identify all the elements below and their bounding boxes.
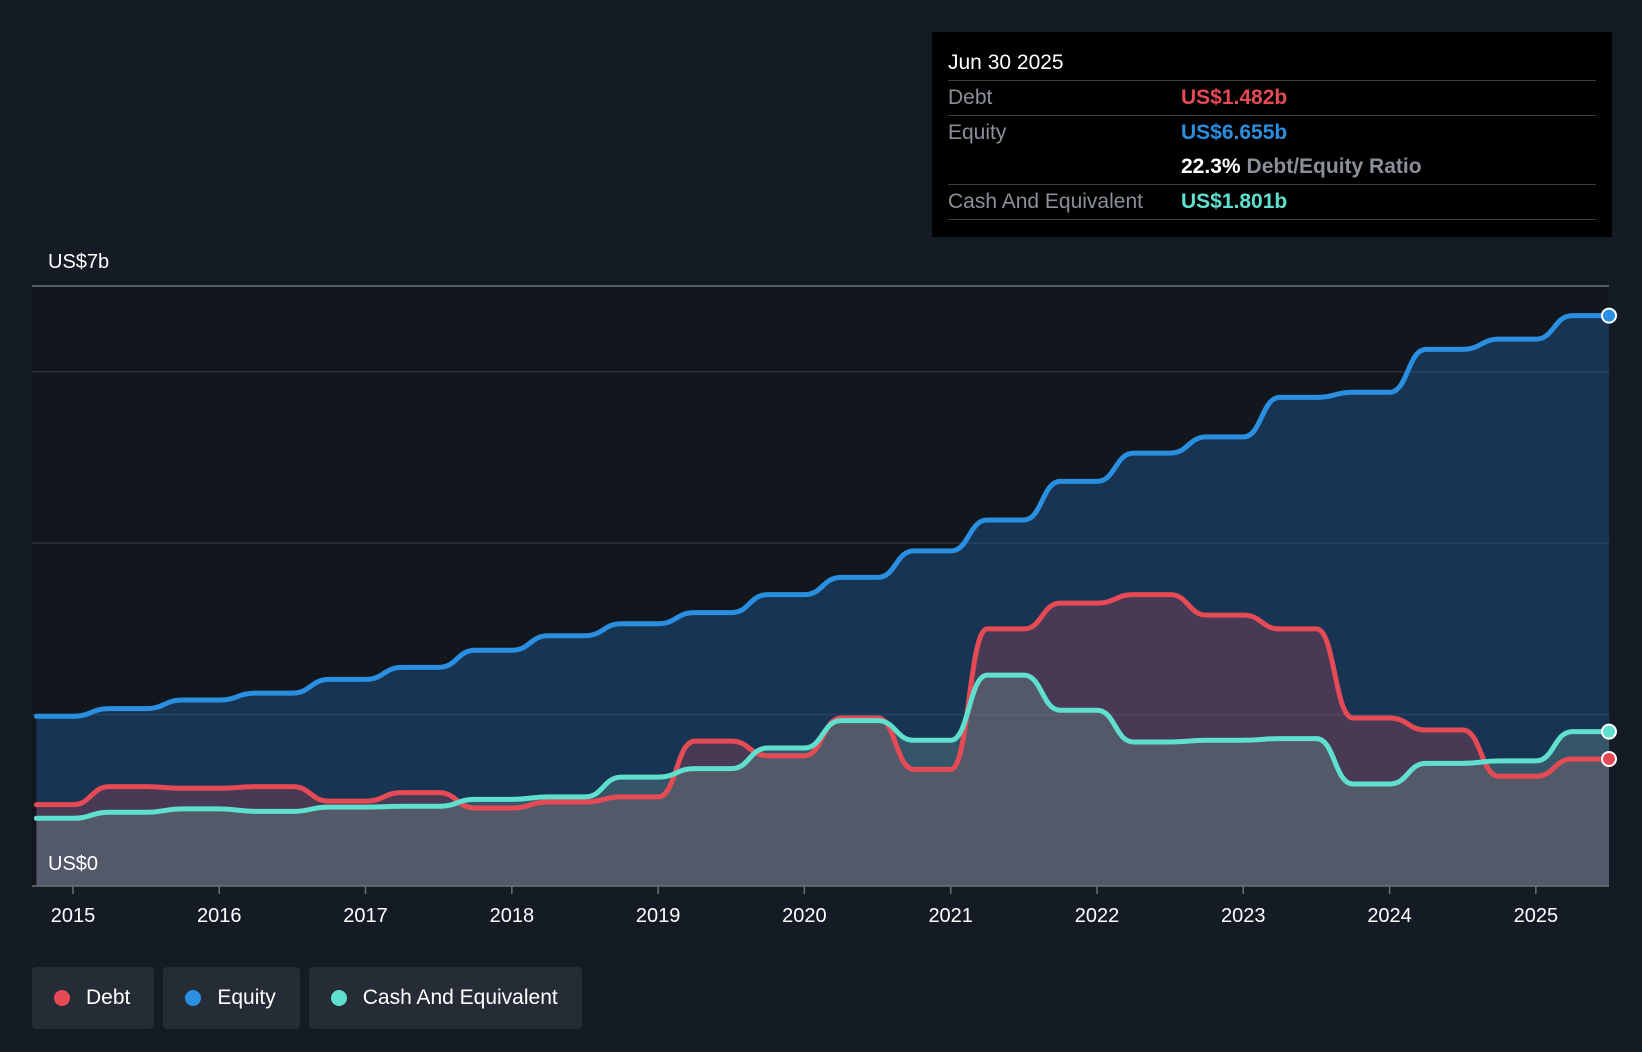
tooltip-date: Jun 30 2025 [948, 46, 1596, 81]
cash-area [36, 675, 1609, 886]
equity-dot-icon [185, 990, 202, 1006]
debt-end-marker[interactable] [1601, 750, 1617, 767]
x-tick-label: 2022 [1075, 905, 1120, 927]
tooltip-ratio-label: Debt/Equity Ratio [1246, 155, 1422, 178]
y-axis-bottom-label: US$0 [48, 853, 98, 875]
x-tick-label: 2024 [1367, 905, 1412, 927]
cash-dot-icon [330, 990, 347, 1006]
debt-dot-icon [54, 990, 70, 1006]
tooltip-debt-label: Debt [948, 86, 993, 109]
equity-line [33, 313, 1612, 719]
tooltip-equity-row: Equity US$6.655b [948, 116, 1596, 150]
legend-label-debt: Debt [86, 986, 131, 1009]
cash-end-marker[interactable] [1601, 723, 1617, 740]
legend: Debt Equity Cash And Equivalent [32, 967, 582, 1029]
tooltip-debt-row: Debt US$1.482b [948, 81, 1596, 116]
x-tick-label: 2017 [343, 905, 388, 927]
legend-label-cash: Cash And Equivalent [362, 986, 558, 1009]
legend-label-equity: Equity [217, 986, 276, 1009]
tooltip-panel: Jun 30 2025 Debt US$1.482b Equity US$6.6… [932, 32, 1612, 237]
tooltip-debt-value: US$1.482b [1181, 86, 1288, 109]
tooltip-equity-label: Equity [948, 121, 1007, 144]
tooltip-cash-value: US$1.801b [1181, 190, 1288, 213]
equity-end-marker[interactable] [1601, 307, 1617, 324]
tooltip-ratio-value: 22.3% [1181, 155, 1241, 178]
x-tick-label: 2016 [197, 905, 242, 927]
cash-line [33, 672, 1612, 821]
x-tick-label: 2019 [636, 905, 681, 927]
legend-item-cash[interactable]: Cash And Equivalent [308, 967, 582, 1029]
legend-item-debt[interactable]: Debt [32, 967, 155, 1029]
tooltip-equity-value: US$6.655b [1181, 121, 1288, 144]
legend-item-equity[interactable]: Equity [163, 967, 300, 1029]
end-markers [1601, 307, 1617, 767]
x-axis: 2015 2016 2017 2018 2019 2020 2021 2022 2023 2024… [32, 885, 1609, 927]
tooltip-ratio-row: 22.3% Debt/Equity Ratio [948, 150, 1596, 185]
y-axis-top-label: US$7b [48, 251, 109, 273]
tooltip-cash-row: Cash And Equivalent US$1.801b [948, 185, 1596, 220]
x-tick-label: 2015 [51, 905, 96, 927]
x-tick-label: 2023 [1221, 905, 1266, 927]
x-tick-label: 2018 [490, 905, 535, 927]
x-tick-label: 2025 [1514, 905, 1559, 927]
debt-line [33, 592, 1612, 811]
equity-area [36, 315, 1609, 887]
x-tick-label: 2021 [928, 905, 973, 927]
series-lines [33, 313, 1612, 821]
tooltip-cash-label: Cash And Equivalent [948, 190, 1143, 213]
x-tick-label: 2020 [782, 905, 827, 927]
